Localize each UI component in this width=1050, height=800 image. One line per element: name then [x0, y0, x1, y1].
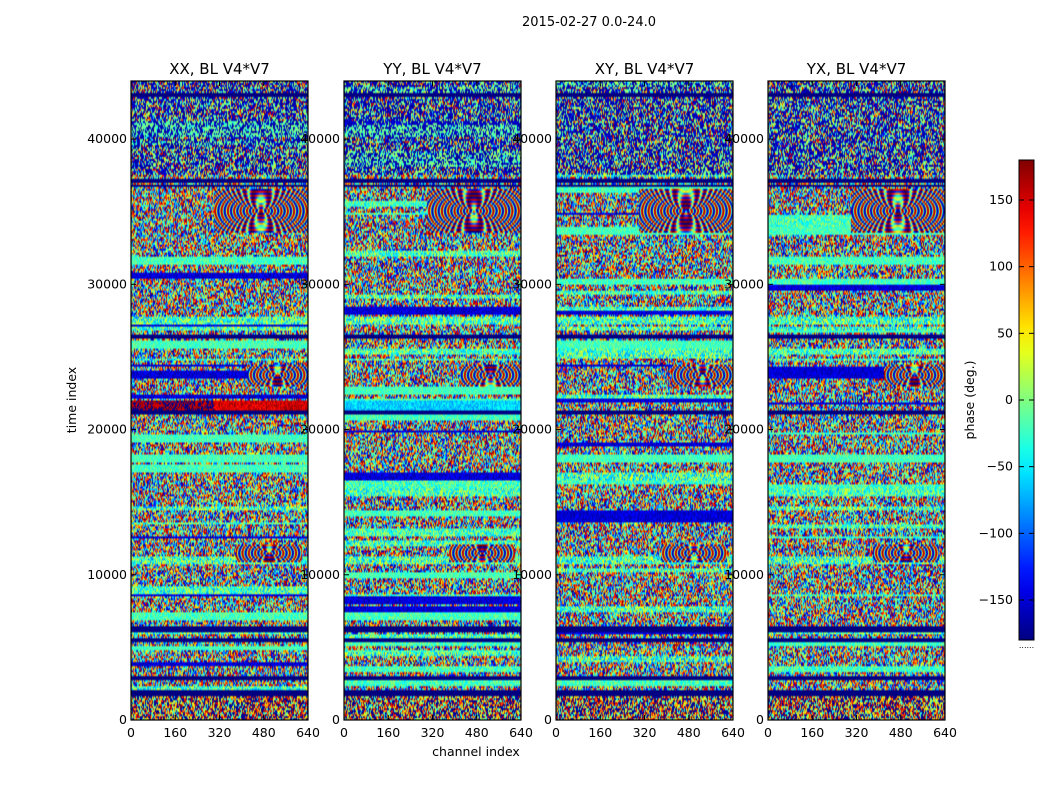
colorbar-extend-marker: ...... — [1019, 641, 1034, 650]
y-tick-label: 30000 — [87, 276, 127, 291]
colorbar-label: phase (deg.) — [962, 361, 977, 440]
x-tick-label: 480 — [465, 725, 489, 740]
y-tick-label: 0 — [332, 712, 340, 727]
x-tick-label: 480 — [252, 725, 276, 740]
y-tick-label: 10000 — [300, 567, 340, 582]
y-tick-label: 10000 — [87, 567, 127, 582]
x-tick-label: 640 — [721, 725, 745, 740]
y-tick-label: 10000 — [724, 567, 764, 582]
x-tick-label: 320 — [845, 725, 869, 740]
y-tick-label: 40000 — [87, 131, 127, 146]
panel-xy: XY, BL V4*V7 0 160 320 480 640 0 10000 20000 3000… — [512, 60, 745, 740]
x-tick-label: 640 — [509, 725, 533, 740]
x-tick-label: 160 — [376, 725, 400, 740]
x-tick-label: 160 — [588, 725, 612, 740]
y-tick-label: 40000 — [512, 131, 552, 146]
colorbar-tick-label: 0 — [1005, 392, 1013, 407]
x-tick-label: 0 — [764, 725, 772, 740]
colorbar-tick-label: 100 — [989, 259, 1013, 274]
y-tick-label: 0 — [119, 712, 127, 727]
panel-title: XY, BL V4*V7 — [595, 60, 695, 78]
y-tick-label: 30000 — [300, 276, 340, 291]
figure-title: 2015-02-27 0.0-24.0 — [522, 15, 656, 30]
y-axis-label: time index — [64, 367, 79, 433]
panel-title: XX, BL V4*V7 — [169, 60, 270, 78]
heatmap-image — [556, 81, 733, 720]
y-tick-label: 10000 — [512, 567, 552, 582]
panel-yy: YY, BL V4*V7 0 160 320 480 640 0 10000 20000 3000… — [300, 60, 533, 740]
x-tick-label: 640 — [933, 725, 957, 740]
colorbar-tick-label: 50 — [997, 325, 1013, 340]
colorbar: −150 −100 −50 0 50 100 150 phase (deg.)...... — [962, 159, 1035, 650]
y-tick-label: 0 — [756, 712, 764, 727]
y-tick-label: 20000 — [512, 422, 552, 437]
heatmap-image — [344, 81, 521, 720]
y-tick-label: 40000 — [300, 131, 340, 146]
x-tick-label: 480 — [677, 725, 701, 740]
x-tick-label: 320 — [633, 725, 657, 740]
x-tick-label: 480 — [889, 725, 913, 740]
colorbar-tick-label: 150 — [989, 192, 1013, 207]
x-tick-label: 0 — [340, 725, 348, 740]
x-tick-label: 160 — [800, 725, 824, 740]
colorbar-tick-label: −50 — [987, 459, 1013, 474]
y-tick-label: 30000 — [512, 276, 552, 291]
x-axis-label: channel index — [432, 744, 520, 759]
x-tick-label: 0 — [552, 725, 560, 740]
y-tick-label: 30000 — [724, 276, 764, 291]
panel-yx: YX, BL V4*V7 0 160 320 480 640 0 10000 20000 3000… — [724, 60, 957, 740]
y-tick-label: 0 — [544, 712, 552, 727]
panel-title: YX, BL V4*V7 — [806, 60, 907, 78]
x-tick-label: 160 — [163, 725, 187, 740]
y-tick-label: 20000 — [87, 422, 127, 437]
colorbar-tick-label: −150 — [979, 592, 1013, 607]
y-tick-label: 40000 — [724, 131, 764, 146]
y-tick-label: 20000 — [300, 422, 340, 437]
y-tick-label: 20000 — [724, 422, 764, 437]
heatmap-image — [768, 81, 945, 720]
panel-xx: XX, BL V4*V7 0 160 320 480 640 0 10000 20000 3000… — [87, 60, 320, 740]
panel-title: YY, BL V4*V7 — [382, 60, 481, 78]
panels-layer: XX, BL V4*V7 0 160 320 480 640 0 10000 20000 3000… — [87, 60, 957, 740]
x-tick-label: 320 — [421, 725, 445, 740]
x-tick-label: 0 — [127, 725, 135, 740]
x-tick-label: 320 — [208, 725, 232, 740]
heatmap-image — [131, 81, 308, 720]
x-tick-label: 640 — [296, 725, 320, 740]
colorbar-tick-label: −100 — [979, 525, 1013, 540]
